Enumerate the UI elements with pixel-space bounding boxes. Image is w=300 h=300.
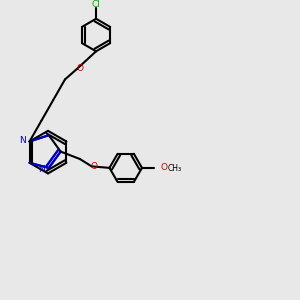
Text: N: N (38, 165, 45, 174)
Text: O: O (76, 64, 83, 73)
Text: O: O (160, 164, 167, 172)
Text: O: O (91, 163, 98, 172)
Text: CH₃: CH₃ (168, 164, 182, 173)
Text: N: N (19, 136, 26, 145)
Text: Cl: Cl (92, 0, 100, 9)
